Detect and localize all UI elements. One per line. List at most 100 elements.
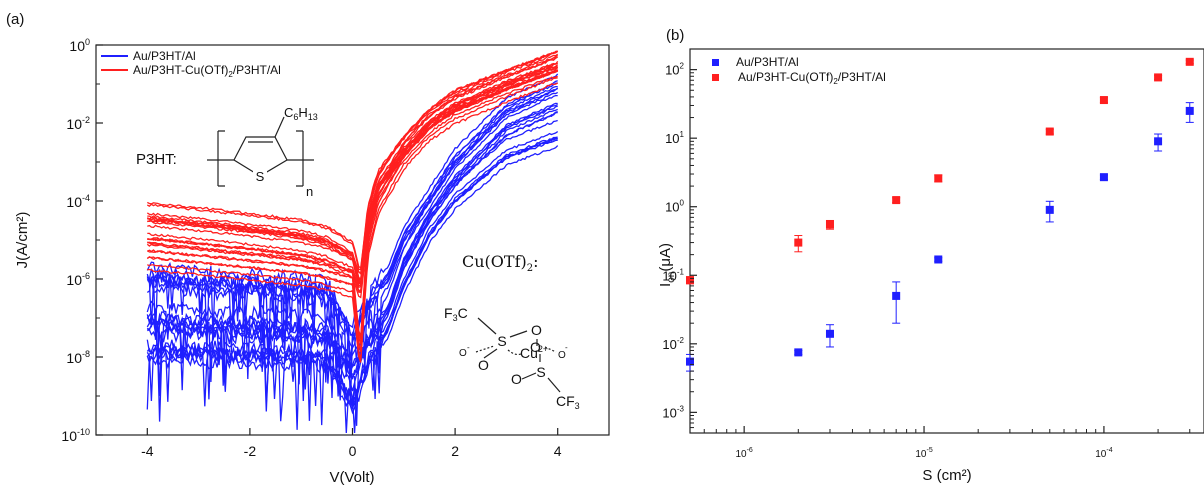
panel-b-plot-frame: [689, 48, 1204, 434]
data-point-red: [1099, 96, 1108, 105]
y-tick-label: 102: [665, 62, 684, 78]
iv-curve-blue: [146, 94, 558, 374]
oxygen-1: O: [531, 322, 542, 338]
oxygen-2: O: [478, 357, 489, 373]
legend-entry-blue: Au/P3HT/Al: [133, 49, 196, 63]
y-tick-label: 10-2: [66, 115, 90, 132]
data-point-blue: [794, 348, 803, 357]
cf3-right: CF3: [556, 393, 580, 411]
x-tick-label: 0: [349, 443, 357, 459]
hexyl-bond: [274, 116, 285, 138]
sulfur-mask: [253, 169, 267, 183]
data-point-red: [1154, 73, 1163, 82]
bond-s2-cf3: [547, 377, 561, 393]
panel-a-x-axis-label: V(Volt): [329, 469, 374, 486]
y-tick-label: 10-4: [66, 193, 90, 210]
panel-a-data-curves: [146, 50, 559, 434]
x-tick-label: 4: [554, 443, 562, 459]
bond-s1-o-dashed: [475, 345, 495, 353]
iv-curve-blue: [146, 105, 558, 401]
series-blue: [146, 73, 559, 434]
iv-curve-blue: [146, 73, 559, 377]
iv-curve-red: [146, 50, 558, 275]
iv-curve-blue: [147, 110, 558, 404]
iv-curve-red: [147, 64, 559, 285]
legend-entry-red: Au/P3HT-Cu(OTf)2/P3HT/Al: [738, 70, 886, 86]
series-blue: [686, 102, 1194, 372]
iv-curve-blue: [146, 91, 559, 385]
iv-curve-blue: [147, 119, 558, 402]
panel-b-label: (b): [666, 27, 684, 44]
panel-a-chart: (a) -4 -2 0 2 4 100 10-2 10-4 10-6 10-8 10-10 V(V…: [6, 11, 610, 486]
iv-curve-blue: [146, 85, 558, 376]
x-tick-label: -4: [141, 443, 154, 459]
cu-otf2-label: Cu(OTf)2:: [462, 252, 539, 274]
iv-curve-blue: [146, 139, 558, 422]
panel-b-x-axis-label: S (cm²): [922, 467, 971, 484]
iv-curve-red: [147, 56, 559, 281]
series-red: [146, 50, 559, 363]
oxygen-4: O: [511, 371, 522, 387]
y-tick-label: 10-2: [662, 336, 684, 352]
cu-inset-background: [440, 242, 590, 420]
data-point-blue: [934, 255, 943, 264]
copper-ion: Cu2+: [520, 344, 548, 361]
y-tick-label: 101: [665, 130, 684, 146]
panel-b-legend: Au/P3HT/Al Au/P3HT-Cu(OTf)2/P3HT/Al: [712, 55, 886, 86]
panel-b-y-axis-label: Ion(μA): [657, 243, 677, 287]
iv-curve-blue: [146, 145, 559, 430]
data-point-blue: [1045, 205, 1054, 214]
y-tick-label: 10-1: [662, 267, 684, 283]
bond-s1-o-top: [509, 330, 528, 338]
data-point-red: [1045, 127, 1054, 136]
panel-a-legend: Au/P3HT/Al Au/P3HT-Cu(OTf)2/P3HT/Al: [101, 49, 281, 79]
legend-entry-blue: Au/P3HT/Al: [736, 55, 799, 69]
panel-b-data-points: [686, 57, 1194, 372]
data-point-blue: [1154, 137, 1163, 146]
data-point-red: [934, 174, 943, 183]
series-red: [686, 57, 1194, 285]
legend-entry-red: Au/P3HT-Cu(OTf)2/P3HT/Al: [133, 63, 281, 79]
panel-b-x-ticks: 10-6 10-5 10-4: [689, 426, 1191, 460]
p3ht-structure-inset: P3HT: C6H13 S n: [136, 105, 318, 199]
legend-marker-blue: [712, 59, 719, 66]
sulfur-2: S: [536, 364, 545, 380]
panel-a-x-ticks: -4 -2 0 2 4: [141, 428, 562, 459]
data-point-red: [892, 196, 901, 205]
oxygen-minus-2: O: [558, 350, 566, 361]
panel-a-y-ticks: 100 10-2 10-4 10-6 10-8 10-10: [61, 37, 103, 444]
y-tick-label: 10-3: [662, 404, 684, 420]
x-tick-label: 10-6: [735, 447, 752, 460]
minus-sign-1: -: [467, 343, 470, 352]
data-point-blue: [686, 357, 694, 366]
iv-curve-blue: [146, 108, 558, 397]
x-tick-label: 2: [451, 443, 459, 459]
minus-sign-2: -: [565, 343, 568, 352]
panel-b-y-ticks: 102 101 100 10-1 10-2 10-3: [662, 48, 697, 434]
y-tick-label: 100: [665, 199, 684, 215]
iv-curve-red: [146, 62, 558, 345]
data-point-blue: [1099, 173, 1108, 182]
y-tick-label: 100: [69, 37, 90, 54]
panel-a-y-axis-label: J(A/cm²): [14, 212, 31, 269]
oxygen-minus-1: O: [459, 348, 467, 359]
cf3-left: F3C: [444, 305, 468, 323]
iv-curve-red: [146, 56, 558, 340]
data-point-blue: [1185, 106, 1194, 115]
iv-curve-red: [147, 54, 559, 338]
iv-curve-blue: [146, 80, 558, 343]
iv-curve-red: [146, 53, 559, 271]
p3ht-label: P3HT:: [136, 151, 177, 168]
bond-s1-o-down: [483, 348, 498, 359]
y-tick-label: 10-6: [66, 271, 90, 288]
y-tick-label: 10-8: [66, 349, 90, 366]
legend-marker-red: [712, 74, 719, 81]
data-point-red: [825, 220, 834, 229]
p3ht-left-bracket: [217, 130, 225, 187]
cu-otf2-structure-inset: Cu(OTf)2: F3C S O O - O Cu2+ O O - O S C…: [440, 242, 590, 420]
bond-o4-s2: [521, 372, 537, 380]
x-tick-label: 10-5: [915, 447, 932, 460]
repeat-unit-n: n: [306, 184, 313, 199]
panel-b-chart: (b) 10-6 10-5 10-4 102 101 100 10-1 10-2 10-3 S…: [657, 27, 1204, 484]
